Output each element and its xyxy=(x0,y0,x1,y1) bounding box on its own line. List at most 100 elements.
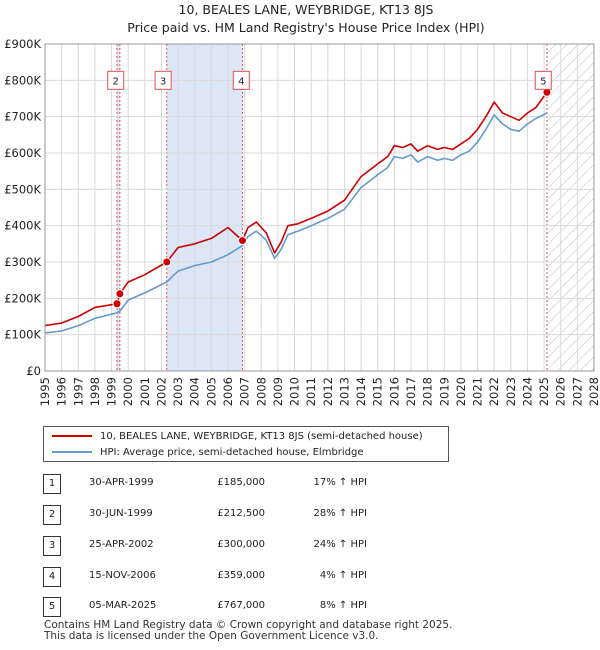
x-tick-label: 1999 xyxy=(105,377,119,406)
legend-label-property: 10, BEALES LANE, WEYBRIDGE, KT13 8JS (se… xyxy=(100,431,423,442)
series-lines xyxy=(44,91,548,334)
sale-markers: 2 3 4 5 xyxy=(107,70,552,309)
sale-point-2 xyxy=(115,289,125,299)
transaction-date: 25-APR-2002 xyxy=(89,539,154,550)
x-tick-label: 1996 xyxy=(55,377,69,406)
hpi-line xyxy=(44,112,548,334)
x-tick-label: 2011 xyxy=(304,377,318,406)
x-tick-label: 2014 xyxy=(354,377,368,406)
x-tick-label: 2008 xyxy=(254,377,268,406)
x-tick-label: 2003 xyxy=(171,377,185,406)
table-row: 4 15-NOV-2006 £359,000 4% ↑ HPI xyxy=(43,567,443,587)
price-chart: 10, BEALES LANE, WEYBRIDGE, KT13 8JS Pri… xyxy=(4,2,600,406)
x-tick-label: 2006 xyxy=(221,377,235,406)
chart-title-line1: 10, BEALES LANE, WEYBRIDGE, KT13 8JS xyxy=(179,2,434,17)
transaction-hpi-change: 8% ↑ HPI xyxy=(319,600,367,611)
y-tick-label: £700K xyxy=(4,110,41,124)
sale-label-box xyxy=(107,70,125,90)
x-tick-label: 2019 xyxy=(437,377,451,406)
transaction-date: 30-APR-1999 xyxy=(89,477,154,488)
transaction-price: £300,000 xyxy=(217,539,265,550)
x-tick-label: 2010 xyxy=(288,377,302,406)
y-tick-label: £600K xyxy=(4,146,41,160)
transaction-price: £212,500 xyxy=(217,508,265,519)
y-tick-label: £0 xyxy=(26,364,41,378)
legend-label-hpi: HPI: Average price, semi-detached house,… xyxy=(100,447,364,458)
x-tick-label: 2013 xyxy=(337,377,351,406)
x-tick-label: 1997 xyxy=(71,377,85,406)
x-tick-label: 2015 xyxy=(371,377,385,406)
transaction-number: 2 xyxy=(43,505,61,525)
table-row: 5 05-MAR-2025 £767,000 8% ↑ HPI xyxy=(43,597,443,617)
transaction-hpi-change: 17% ↑ HPI xyxy=(313,477,367,488)
attribution-line-1: Contains HM Land Registry data © Crown c… xyxy=(44,619,453,631)
sale-label-number: 4 xyxy=(238,76,244,87)
transaction-number: 4 xyxy=(43,567,61,587)
transaction-price: £185,000 xyxy=(217,477,265,488)
x-tick-label: 2016 xyxy=(387,377,401,406)
x-tick-label: 2027 xyxy=(570,377,584,406)
x-tick-label: 2017 xyxy=(404,377,418,406)
axes: £0 £100K £200K £300K £400K £500K £600K £700K £80… xyxy=(4,37,600,406)
x-tick-label: 2028 xyxy=(587,377,600,406)
chart-background-layer xyxy=(45,44,594,371)
y-tick-label: £500K xyxy=(4,182,41,196)
x-tick-label: 2024 xyxy=(520,377,534,406)
transaction-hpi-change: 24% ↑ HPI xyxy=(313,539,367,550)
x-tick-label: 1995 xyxy=(38,377,52,406)
x-tick-label: 2001 xyxy=(138,377,152,406)
transaction-date: 15-NOV-2006 xyxy=(89,570,156,581)
y-tick-label: £200K xyxy=(4,291,41,305)
x-tick-label: 1998 xyxy=(88,377,102,406)
x-tick-label: 2007 xyxy=(238,377,252,406)
shaded-span xyxy=(166,44,243,371)
sale-point-3 xyxy=(162,257,172,267)
transaction-number: 3 xyxy=(43,536,61,556)
x-tick-label: 2012 xyxy=(321,377,335,406)
y-tick-label: £800K xyxy=(4,73,41,87)
x-tick-label: 2022 xyxy=(487,377,501,406)
plot-border xyxy=(44,43,595,372)
sale-label-number: 3 xyxy=(160,76,166,87)
sale-label-number: 5 xyxy=(540,76,546,87)
transaction-price: £359,000 xyxy=(217,570,265,581)
plot-area xyxy=(45,44,594,371)
x-tick-label: 2023 xyxy=(504,377,518,406)
sale-point-1 xyxy=(112,299,122,309)
x-tick-label: 2000 xyxy=(121,377,135,406)
transaction-number: 1 xyxy=(43,474,61,494)
y-tick-label: £400K xyxy=(4,219,41,233)
attribution-footer: Contains HM Land Registry data © Crown c… xyxy=(44,620,452,642)
x-tick-label: 2005 xyxy=(204,377,218,406)
x-tick-label: 2002 xyxy=(154,377,168,406)
legend-swatch-property xyxy=(52,435,92,437)
x-tick-label: 2020 xyxy=(454,377,468,406)
y-tick-label: £900K xyxy=(4,37,41,51)
legend-entry-hpi: HPI: Average price, semi-detached house,… xyxy=(52,445,364,461)
sale-label-number: 2 xyxy=(113,76,119,87)
sale-point-4 xyxy=(237,236,247,246)
sale-label-box xyxy=(534,70,552,90)
legend-entry-property: 10, BEALES LANE, WEYBRIDGE, KT13 8JS (se… xyxy=(52,429,423,445)
transaction-date: 05-MAR-2025 xyxy=(89,600,157,611)
x-tick-label: 2018 xyxy=(421,377,435,406)
transaction-price: £767,000 xyxy=(217,600,265,611)
x-tick-label: 2025 xyxy=(537,377,551,406)
legend: 10, BEALES LANE, WEYBRIDGE, KT13 8JS (se… xyxy=(43,426,449,462)
transaction-hpi-change: 4% ↑ HPI xyxy=(319,570,367,581)
table-row: 2 30-JUN-1999 £212,500 28% ↑ HPI xyxy=(43,505,443,525)
transaction-number: 5 xyxy=(43,597,61,617)
chart-title-line2: Price paid vs. HM Land Registry's House … xyxy=(127,20,484,35)
x-tick-label: 2021 xyxy=(471,377,485,406)
shaded-span xyxy=(117,44,120,371)
x-tick-label: 2004 xyxy=(188,377,202,406)
x-tick-label: 2009 xyxy=(271,377,285,406)
table-row: 1 30-APR-1999 £185,000 17% ↑ HPI xyxy=(43,474,443,494)
y-tick-label: £100K xyxy=(4,328,41,342)
sale-label-box xyxy=(232,70,250,90)
transaction-hpi-change: 28% ↑ HPI xyxy=(313,508,367,519)
attribution-line-2: This data is licensed under the Open Gov… xyxy=(44,630,379,642)
table-row: 3 25-APR-2002 £300,000 24% ↑ HPI xyxy=(43,536,443,556)
property-price-line xyxy=(44,91,548,327)
future-hatch-region xyxy=(546,44,594,371)
